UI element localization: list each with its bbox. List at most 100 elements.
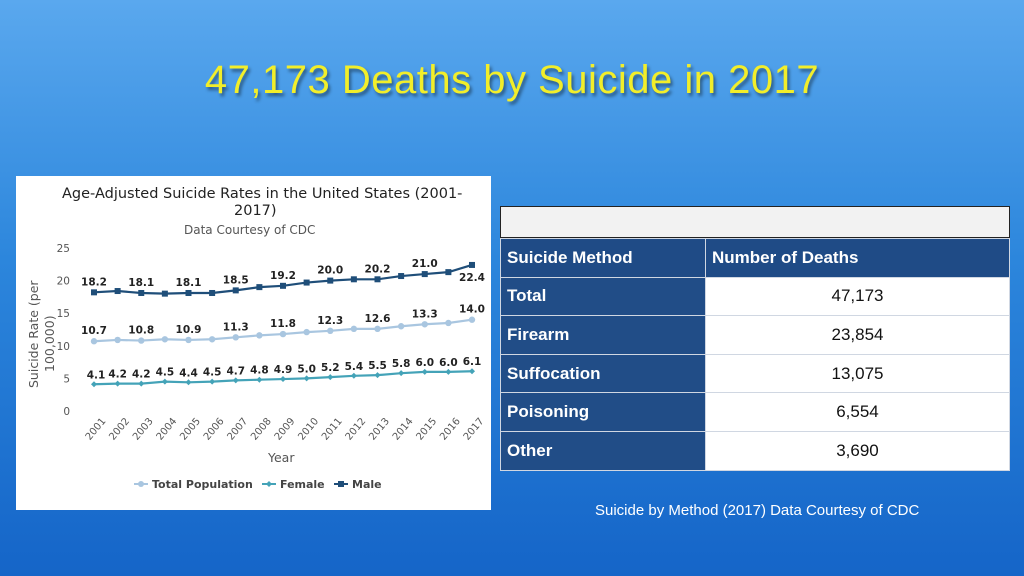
data-point	[350, 372, 357, 379]
data-point	[161, 290, 168, 297]
legend-marker	[138, 481, 144, 487]
data-point	[114, 288, 121, 295]
y-axis-label-line2: 100,000)	[42, 315, 57, 372]
data-point	[256, 376, 263, 383]
x-tick-label: 2017	[462, 416, 487, 443]
data-label: 18.1	[176, 277, 202, 289]
data-point	[327, 277, 334, 284]
table-row: Poisoning 6,554	[500, 392, 1010, 432]
legend-label: Female	[280, 478, 325, 491]
chart-subtitle: Data Courtesy of CDC	[184, 223, 315, 237]
data-point	[350, 276, 357, 283]
data-point	[327, 327, 334, 335]
y-tick-label: 25	[57, 243, 70, 255]
data-point	[445, 368, 452, 375]
data-label: 4.4	[179, 367, 198, 379]
data-point	[469, 261, 475, 268]
data-label: 4.2	[132, 369, 151, 381]
data-point	[421, 271, 428, 278]
method-cell: Suffocation	[500, 353, 706, 394]
data-label: 6.0	[439, 357, 458, 369]
x-tick-label: 2007	[225, 416, 250, 443]
data-point	[280, 376, 286, 383]
y-tick-label: 0	[63, 406, 70, 418]
chart-title-line2: 2017)	[234, 203, 277, 219]
y-tick-label: 15	[57, 308, 70, 320]
suicide-rate-chart: Age-Adjusted Suicide Rates in the United…	[16, 176, 491, 510]
data-point	[209, 378, 216, 385]
data-point	[138, 337, 145, 344]
header-method: Suicide Method	[500, 238, 706, 278]
data-label: 4.1	[87, 369, 106, 381]
method-cell: Poisoning	[500, 392, 706, 432]
x-tick-label: 2010	[296, 416, 321, 443]
data-point	[303, 279, 310, 286]
data-point	[374, 325, 381, 333]
data-point	[468, 316, 476, 323]
legend-marker	[338, 481, 344, 487]
method-table-panel: Suicide Method Number of Deaths Total 47…	[500, 206, 1010, 471]
suicide-method-table: Suicide Method Number of Deaths Total 47…	[500, 238, 1010, 471]
data-point	[208, 336, 216, 343]
data-label: 13.3	[412, 308, 438, 320]
x-tick-label: 2006	[202, 416, 227, 443]
data-point	[90, 338, 98, 345]
data-point	[161, 378, 168, 385]
data-point	[256, 332, 263, 339]
data-label: 18.1	[128, 277, 154, 289]
data-point	[232, 334, 239, 341]
data-point	[185, 336, 192, 344]
data-point	[279, 330, 287, 338]
data-label: 4.7	[226, 365, 245, 377]
y-tick-label: 10	[57, 341, 70, 353]
data-label: 4.9	[274, 364, 293, 376]
x-tick-label: 2014	[391, 416, 416, 443]
data-label: 18.2	[81, 276, 107, 288]
data-label: 10.9	[176, 324, 202, 336]
data-point	[114, 336, 121, 344]
data-point	[469, 368, 475, 375]
data-label: 21.0	[412, 258, 438, 270]
data-label: 5.8	[392, 358, 411, 370]
data-label: 11.3	[223, 321, 249, 333]
data-point	[445, 269, 452, 276]
data-point	[445, 319, 452, 327]
data-point	[185, 379, 192, 386]
data-label: 12.6	[365, 313, 391, 325]
data-point	[397, 323, 405, 330]
data-point	[374, 372, 381, 379]
data-label: 19.2	[270, 270, 296, 282]
data-point	[161, 336, 169, 343]
x-tick-label: 2009	[273, 416, 298, 443]
x-tick-label: 2001	[84, 416, 109, 443]
data-point	[421, 368, 428, 375]
data-label: 20.0	[317, 265, 343, 277]
x-tick-label: 2016	[438, 416, 463, 443]
data-point	[280, 282, 286, 289]
table-row: Other 3,690	[500, 430, 1010, 471]
deaths-cell: 23,854	[705, 315, 1010, 355]
data-point	[398, 370, 405, 377]
data-label: 14.0	[459, 304, 485, 316]
y-axis-label-line1: Suicide Rate (per	[26, 280, 41, 388]
x-tick-label: 2004	[155, 416, 180, 443]
legend-label: Male	[352, 478, 382, 491]
data-point	[91, 289, 97, 296]
data-point	[256, 284, 263, 291]
data-point	[209, 289, 216, 296]
table-row: Firearm 23,854	[500, 315, 1010, 355]
table-caption: Suicide by Method (2017) Data Courtesy o…	[595, 502, 920, 519]
data-point	[232, 377, 239, 384]
data-label: 6.0	[415, 357, 434, 369]
data-label: 6.1	[463, 356, 482, 368]
data-point	[114, 380, 121, 387]
table-row: Total 47,173	[500, 276, 1010, 317]
deaths-cell: 3,690	[705, 430, 1010, 471]
legend-marker	[266, 481, 272, 487]
method-cell: Firearm	[500, 315, 706, 355]
data-label: 4.5	[156, 367, 175, 379]
data-label: 5.0	[297, 363, 316, 375]
data-point	[138, 380, 145, 387]
deaths-cell: 6,554	[705, 392, 1010, 432]
data-label: 10.7	[81, 325, 107, 337]
